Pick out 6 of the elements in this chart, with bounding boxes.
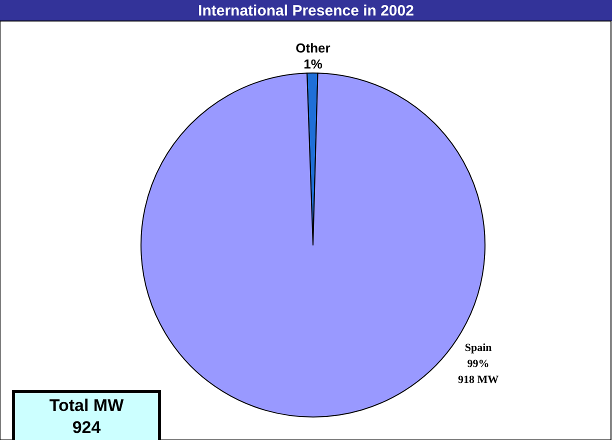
chart-title: International Presence in 2002	[198, 2, 414, 20]
data-label: 1%	[304, 56, 323, 72]
text: Total MW 924	[49, 396, 125, 437]
slice-label: Other	[296, 40, 330, 56]
slice-label: Spain	[464, 342, 492, 354]
data-label: 99% 918 MW	[458, 358, 499, 386]
